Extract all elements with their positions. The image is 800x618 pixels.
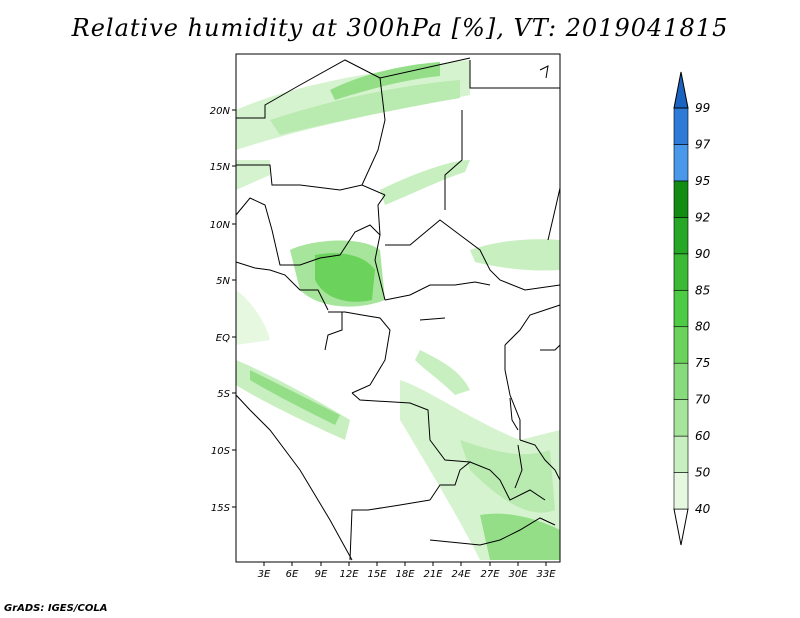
colorbar: 40 50 60 70 75 80 85 90 92 95 97 99: [673, 71, 711, 546]
lat-label: 5N: [216, 276, 230, 287]
lon-label: 21E: [423, 569, 443, 580]
lon-label: 12E: [339, 569, 359, 580]
grads-credit: GrADS: IGES/COLA: [4, 603, 108, 614]
lon-label: 9E: [315, 569, 328, 580]
colorbar-label: 85: [695, 283, 710, 297]
colorbar-segment: [673, 144, 689, 182]
longitude-ticks: [263, 562, 547, 566]
lon-label: 33E: [536, 569, 556, 580]
colorbar-min-triangle: [673, 508, 689, 546]
colorbar-label: 50: [695, 466, 711, 480]
colorbar-segment: [673, 362, 689, 400]
colorbar-label: 60: [695, 429, 711, 443]
colorbar-label: 70: [695, 393, 711, 407]
lon-label: 15E: [367, 569, 387, 580]
lon-label: 18E: [395, 569, 415, 580]
colorbar-label: 97: [695, 137, 711, 151]
lat-label: 10N: [210, 220, 231, 231]
lat-label: 5S: [217, 389, 230, 400]
colorbar-segment: [673, 435, 689, 473]
colorbar-label: 95: [695, 174, 710, 188]
colorbar-label: 92: [695, 210, 710, 224]
lat-label: 15S: [211, 503, 231, 514]
colorbar-segment: [673, 472, 689, 510]
colorbar-label: 80: [695, 320, 711, 334]
country-borders: [235, 57, 561, 561]
map-frame: [235, 53, 561, 563]
lon-label: 27E: [480, 569, 500, 580]
lon-label: 6E: [286, 569, 299, 580]
chart-title: Relative humidity at 300hPa [%], VT: 201…: [71, 14, 729, 42]
colorbar-max-triangle: [673, 71, 689, 109]
colorbar-label: 75: [695, 356, 710, 370]
colorbar-segment: [673, 180, 689, 218]
colorbar-label: 99: [695, 101, 710, 115]
colorbar-segment: [673, 289, 689, 328]
humidity-shading: [236, 60, 560, 560]
lat-label: EQ: [216, 333, 230, 344]
lon-label: 30E: [508, 569, 528, 580]
colorbar-segment: [673, 253, 689, 291]
lat-label: 10S: [211, 446, 231, 457]
longitude-axis: 3E 6E 9E 12E 15E 18E 21E 24E 27E 30E 33E: [258, 569, 557, 580]
lat-label: 20N: [210, 106, 231, 117]
colorbar-label: 90: [695, 247, 711, 261]
colorbar-label: 40: [695, 502, 711, 516]
lon-label: 3E: [258, 569, 271, 580]
latitude-axis: 20N 15N 10N 5N EQ 5S 10S 15S: [210, 106, 231, 514]
colorbar-segment: [673, 107, 689, 145]
colorbar-segment: [673, 326, 689, 364]
lat-label: 15N: [210, 162, 231, 173]
colorbar-segment: [673, 217, 689, 255]
colorbar-segment: [673, 399, 689, 437]
lon-label: 24E: [451, 569, 471, 580]
latitude-ticks: [232, 109, 236, 508]
